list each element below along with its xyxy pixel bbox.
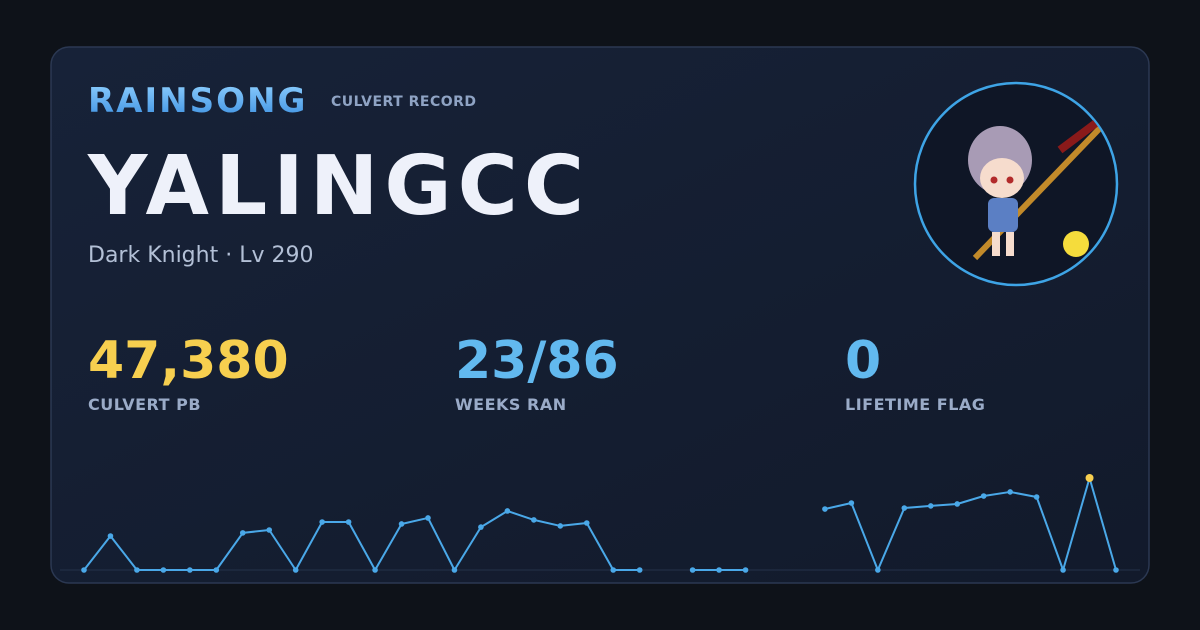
pet	[1063, 231, 1089, 257]
point	[239, 530, 246, 536]
point	[134, 567, 140, 573]
point	[160, 567, 167, 573]
point	[636, 567, 643, 573]
weapon-blade	[1057, 116, 1103, 154]
point	[954, 501, 961, 507]
point	[531, 517, 537, 523]
point	[980, 493, 987, 499]
subtitle: CULVERT RECORD	[331, 94, 477, 110]
face	[980, 158, 1024, 198]
point	[451, 567, 458, 573]
stat-label: LIFETIME FLAG	[845, 395, 985, 414]
eye	[1006, 176, 1014, 184]
point	[557, 523, 564, 529]
player-name: YALINGCC	[87, 139, 590, 234]
stats: 47,380 CULVERT PB 23/86 WEEKS RAN 0 LIFETIME …	[88, 331, 985, 414]
point	[187, 567, 193, 573]
point	[848, 500, 855, 506]
point	[1060, 567, 1066, 573]
stat-value: 0	[845, 331, 881, 391]
brand: RAINSONG	[88, 81, 307, 121]
point	[372, 567, 378, 573]
point	[81, 567, 87, 573]
point	[1007, 489, 1013, 495]
point	[504, 508, 511, 514]
stat-label: WEEKS RAN	[455, 395, 567, 414]
point	[583, 520, 590, 526]
point	[213, 567, 220, 573]
point	[266, 527, 273, 533]
point	[610, 567, 617, 573]
point	[689, 567, 696, 573]
point	[1033, 494, 1040, 500]
point	[425, 515, 431, 521]
point	[319, 519, 325, 525]
point	[398, 521, 405, 527]
class-level: Dark Knight · Lv 290	[88, 243, 313, 268]
stat-value: 23/86	[455, 331, 619, 391]
eye	[990, 176, 998, 184]
card	[50, 46, 1150, 584]
avatar	[913, 81, 1119, 287]
leg	[992, 232, 1000, 256]
point	[875, 567, 881, 573]
avatar-sprite	[968, 116, 1103, 261]
body	[988, 198, 1018, 232]
stat-value: 47,380	[88, 331, 289, 391]
point	[927, 503, 934, 509]
point	[478, 524, 484, 530]
peak-point	[1085, 474, 1094, 482]
stat-label: CULVERT PB	[88, 395, 201, 414]
point	[822, 506, 828, 512]
point	[901, 505, 908, 511]
point	[292, 567, 299, 573]
point	[716, 567, 722, 573]
point	[107, 533, 114, 539]
sparkline	[60, 474, 1140, 573]
point	[345, 519, 352, 525]
point	[1113, 567, 1119, 573]
point	[742, 567, 749, 573]
leg	[1006, 232, 1014, 256]
